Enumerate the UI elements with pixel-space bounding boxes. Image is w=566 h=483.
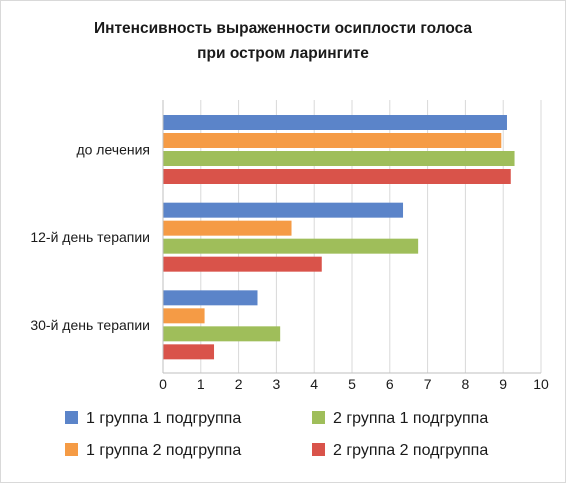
bar <box>163 290 258 306</box>
bar <box>163 344 215 360</box>
legend-swatch <box>312 443 325 456</box>
x-tick-label: 6 <box>386 376 394 392</box>
legend: 1 группа 1 подгруппа 2 группа 1 подгруппа… <box>65 410 488 459</box>
x-tick-label: 5 <box>348 376 356 392</box>
category-labels: до лечения 12-й день терапии 30-й день тер… <box>30 142 150 333</box>
legend-label: 2 группа 1 подгруппа <box>333 410 488 427</box>
chart-title-line-1: Интенсивность выраженности осиплости гол… <box>94 20 472 37</box>
chart-title: Интенсивность выраженности осиплости гол… <box>94 20 472 62</box>
bar <box>163 115 507 130</box>
x-tick-label: 4 <box>310 376 318 392</box>
bar <box>163 238 419 254</box>
x-tick-label: 7 <box>424 376 432 392</box>
category-label: 30-й день терапии <box>30 317 150 333</box>
x-tick-label: 3 <box>273 376 281 392</box>
bar <box>163 169 511 184</box>
legend-swatch <box>312 411 325 424</box>
legend-label: 2 группа 2 подгруппа <box>333 442 488 459</box>
bar <box>163 308 205 324</box>
bar <box>163 220 292 236</box>
x-tick-label: 0 <box>159 376 167 392</box>
x-tick-label: 10 <box>533 376 549 392</box>
legend-label: 1 группа 2 подгруппа <box>86 442 241 459</box>
bar <box>163 151 515 166</box>
x-tick-label: 8 <box>462 376 470 392</box>
bar <box>163 202 404 218</box>
category-label: до лечения <box>76 142 150 158</box>
axes <box>162 100 541 374</box>
category-label: 12-й день терапии <box>30 229 150 245</box>
x-tick-label: 9 <box>499 376 507 392</box>
bar <box>163 256 322 272</box>
legend-swatch <box>65 411 78 424</box>
legend-swatch <box>65 443 78 456</box>
bar <box>163 326 281 342</box>
legend-label: 1 группа 1 подгруппа <box>86 410 241 427</box>
x-tick-labels: 0 1 2 3 4 5 6 7 8 9 10 <box>159 376 549 392</box>
bar <box>163 133 502 148</box>
bars <box>163 115 515 360</box>
chart-title-line-2: при остром ларингите <box>197 45 369 62</box>
x-tick-label: 2 <box>235 376 243 392</box>
x-tick-label: 1 <box>197 376 205 392</box>
